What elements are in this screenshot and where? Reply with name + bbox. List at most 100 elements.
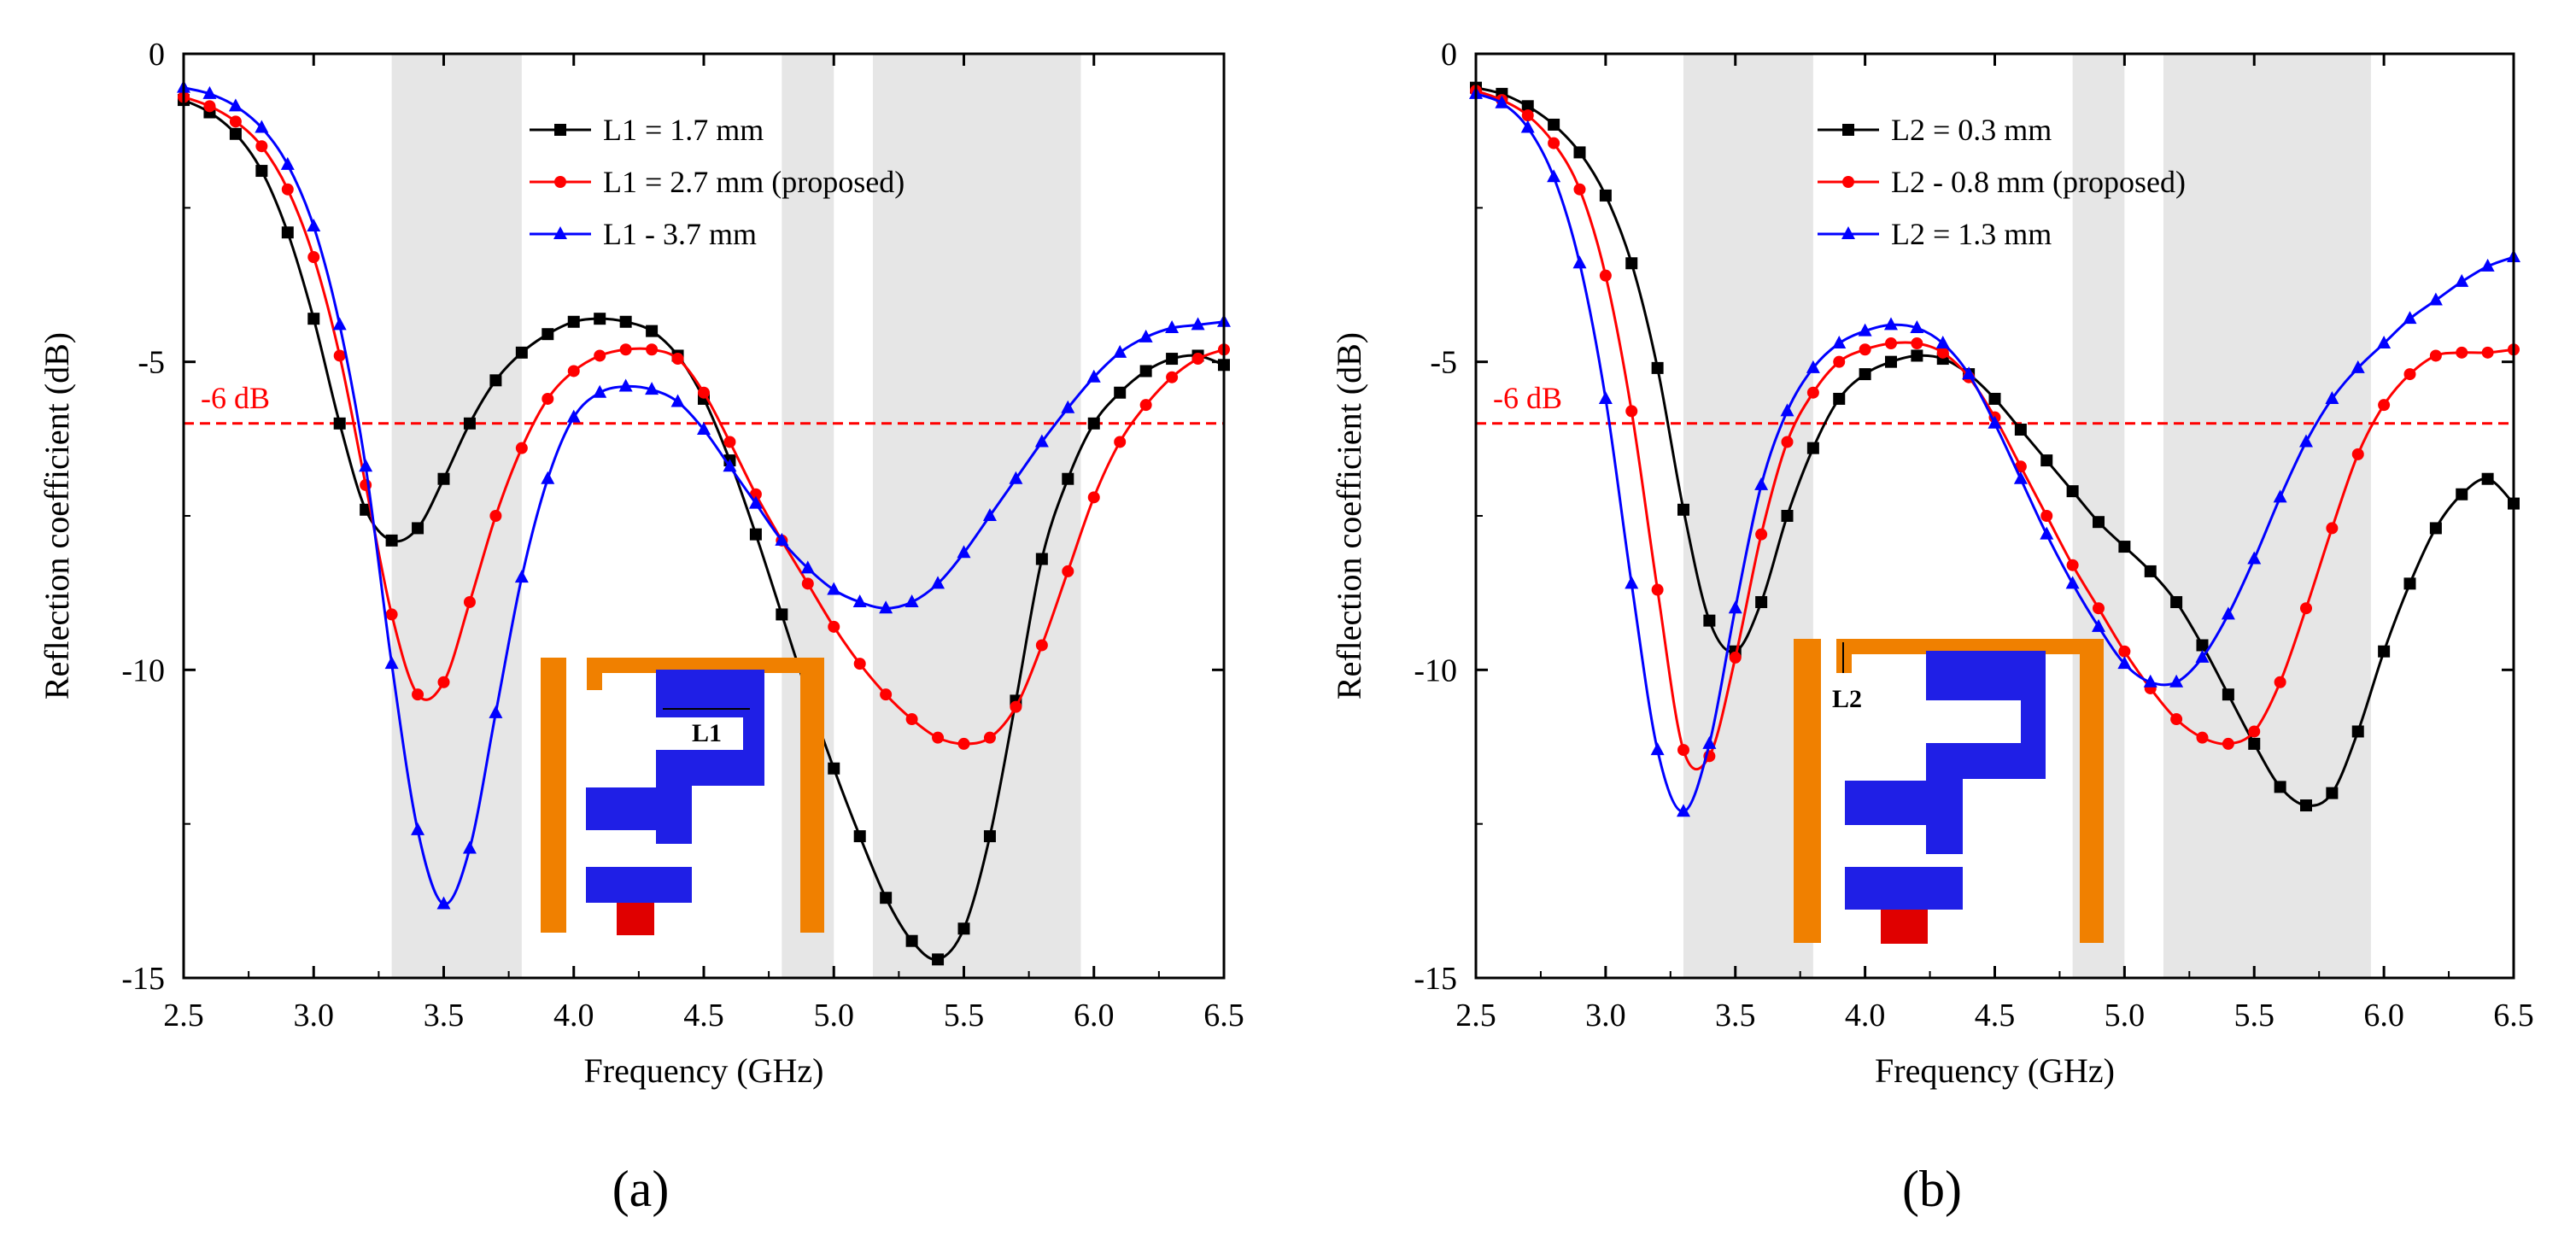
panel-a-series-1-point [1139, 399, 1152, 412]
panel-b-series-0-point [1599, 189, 1612, 202]
panel-a-series-0-point [905, 934, 918, 947]
panel-b-series-1-point [1573, 183, 1586, 196]
panel-a-series-1-point [437, 676, 450, 688]
panel-a-series-2-point [697, 422, 711, 436]
panel-b-series-2-point [2221, 606, 2235, 620]
panel-a-series-1-point [646, 343, 659, 356]
panel-b-series-2-point [1988, 415, 2002, 429]
panel-a-series-0-point [255, 165, 268, 178]
panel-b-series-2-point [2143, 674, 2157, 688]
panel-b-series-1-point [2040, 510, 2053, 522]
panel-a-band-0 [391, 54, 522, 978]
panel-b-series-2-point [1806, 360, 1820, 373]
panel-a-series-0-point [542, 328, 554, 341]
panel-b-x-tick-label: 4.0 [1845, 998, 1886, 1033]
panel-a-series-2-point [931, 576, 946, 589]
panel-b-x-tick-label: 3.5 [1715, 998, 1756, 1033]
panel-a-series-1-point [1035, 639, 1048, 652]
panel-a-series-1-point [333, 349, 346, 362]
panel-a-series-2-point [670, 394, 685, 407]
panel-a-series-1-point [619, 343, 632, 356]
panel-b-x-tick-label: 4.5 [1975, 998, 2016, 1033]
panel-a-series-2-point [748, 495, 763, 509]
panel-a-series-1 [178, 91, 1230, 750]
panel-b-inset-antenna: L2 [1794, 639, 2104, 944]
panel-b-series-1-point [2351, 448, 2364, 460]
panel-label-a: (a) [612, 1161, 670, 1217]
panel-a-x-tick-label: 4.0 [553, 998, 594, 1033]
panel-b-series-0-point [2170, 595, 2183, 608]
panel-b-series-1-point [2248, 725, 2261, 738]
panel-b-series-1-point [1859, 343, 1871, 356]
panel-a-series-1-point [1087, 491, 1100, 504]
panel-a-series-2-point [462, 840, 477, 854]
panel-a-series-2-point [411, 822, 425, 835]
panel-a-series-2-point [541, 471, 555, 484]
panel-b-series-1-point [2429, 349, 2442, 362]
panel-b-series-2-point [2169, 674, 2184, 688]
panel-a-series-0-point [385, 534, 398, 547]
panel-b-y-tick-label: -10 [1414, 653, 1457, 688]
panel-a-series-1-point [853, 658, 866, 670]
panel-b-series-0-point [2351, 725, 2364, 738]
panel-b-series-1-point [1677, 744, 1689, 757]
panel-b-legend-marker-2 [1841, 226, 1855, 239]
panel-a-y-axis-title: Reflection coefficient (dB) [38, 332, 76, 699]
panel-b-series-1-point [1755, 528, 1768, 541]
panel-a-series-0-point [1087, 417, 1100, 430]
panel-b-series-0-line [1475, 86, 2515, 807]
panel-b-series-2-point [1910, 319, 1924, 333]
panel-b-series-0-point [2378, 645, 2391, 658]
panel-a-series-2-point [384, 656, 399, 670]
panel-a-x-tick-label: 6.5 [1203, 998, 1244, 1033]
panel-a-inset-feed [617, 903, 654, 935]
panel-a-series-2-point [332, 317, 347, 331]
panel-a-series-1-point [515, 442, 528, 454]
panel-label-b: (b) [1902, 1161, 1962, 1217]
panel-b-series-2-point [1572, 255, 1587, 269]
panel-b-series-2-point [1650, 742, 1665, 756]
panel-a-series-1-point [828, 620, 840, 633]
panel-a-series-1-point [1191, 353, 1204, 366]
panel-a-series-2-point [489, 705, 503, 718]
panel-a-series-1-point [723, 436, 736, 448]
panel-a-series-2-point [307, 218, 321, 231]
panel-b-series-1-point [2274, 676, 2286, 688]
panel-b-series-0-point [1573, 146, 1586, 159]
panel-b-inset-ground-right [2080, 639, 2104, 943]
panel-a-series-1-point [229, 115, 242, 128]
panel-a-series-1-point [932, 731, 945, 744]
panel-a-series-0-point [594, 313, 606, 325]
panel-b-series-0-point [2040, 454, 2053, 467]
panel-b-series-1-point [1548, 137, 1560, 149]
panel-a-x-tick-label: 5.5 [944, 998, 985, 1033]
panel-b-series-2-point [1728, 600, 1742, 614]
panel-b-series-1-point [1729, 651, 1742, 664]
panel-a-series-1-point [1062, 565, 1074, 577]
panel-b-series-2-point [2403, 311, 2417, 325]
panel-a-legend-label-1: L1 = 2.7 mm (proposed) [603, 165, 905, 199]
panel-b-inset-top-strip [1836, 639, 2101, 654]
panel-a-series-0-point [983, 830, 996, 843]
panel-a-series-1-point [1166, 371, 1179, 383]
panel-a-series-2-point [202, 85, 217, 99]
panel-a-inset-patch [586, 787, 692, 830]
panel-a-series-2-point [1009, 471, 1023, 484]
panel-b-series-2-point [2325, 390, 2339, 404]
panel-b-y-axis-title: Reflection coefficient (dB) [1330, 332, 1368, 699]
panel-a-series-1-point [203, 100, 216, 113]
panel-a-series-0-point [333, 417, 346, 430]
panel-a-x-tick-label: 4.5 [683, 998, 724, 1033]
panel-b-x-tick-label: 5.0 [2105, 998, 2146, 1033]
panel-a-series-1-point [1114, 436, 1127, 448]
panel-a-series-1-point [1010, 700, 1022, 713]
panel-a-series-2-point [228, 98, 243, 112]
panel-a-series-2-point [618, 378, 633, 392]
panel-b-series-2-line [1475, 92, 2515, 813]
panel-b-series-1-point [1599, 269, 1612, 282]
panel-a-inset-ground-left [541, 658, 566, 933]
panel-b-series-2-point [1702, 735, 1717, 749]
panel-a-series-0-point [1062, 472, 1074, 485]
panel-a-y-tick-label: -15 [121, 961, 165, 997]
panel-a-series-0-point [776, 608, 788, 621]
